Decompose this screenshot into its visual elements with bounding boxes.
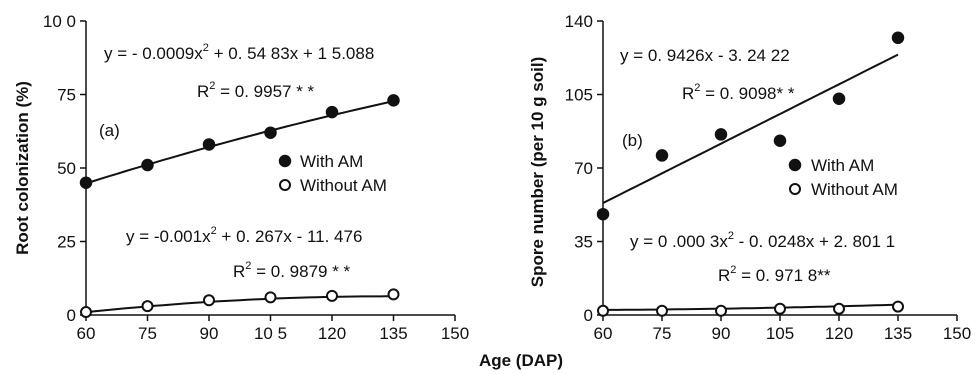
x-tick-label: 90	[712, 324, 731, 343]
data-point-without-am	[326, 289, 338, 302]
panel-b-tick-labels: 60 75 90 105 120 135 150 0 35 70 105 140	[565, 12, 972, 343]
panel-b-legend: With AM Without AM	[788, 156, 898, 199]
data-point-without-am	[774, 302, 786, 315]
data-point-with-am	[655, 149, 669, 162]
legend-with-am-marker	[788, 158, 802, 172]
data-point-with-am	[141, 158, 154, 172]
fit-line-without-am	[602, 303, 899, 311]
x-tick-label: 135	[379, 324, 407, 343]
x-tick-label: 150	[441, 324, 469, 343]
x-tick-label: 75	[653, 324, 672, 343]
legend-with-am-marker	[278, 154, 292, 168]
panel-b-y-axis-label: Spore number (per 10 g soil)	[528, 57, 547, 288]
panel-a-tick-labels: 60 75 90 10 5 120 135 150 0 25 50 75 10 0	[43, 12, 469, 343]
x-tick-label: 120	[318, 324, 346, 343]
panel-a-without-am-equation: y = -0.001x2 + 0. 267x - 11. 476	[126, 225, 362, 246]
y-tick-label: 0	[67, 306, 76, 325]
x-tick-label: 135	[884, 324, 912, 343]
data-point-without-am	[597, 304, 609, 317]
data-point-without-am	[203, 294, 215, 307]
data-point-with-am	[891, 31, 905, 45]
data-point-without-am	[387, 288, 400, 301]
x-tick-label: 90	[200, 324, 219, 343]
data-point-without-am	[264, 291, 277, 304]
panel-a: 60 75 90 10 5 120 135 150 0 25 50 75 10 0 Root colo…	[13, 12, 469, 343]
x-tick-label: 75	[138, 324, 157, 343]
legend-with-am-label: With AM	[300, 152, 363, 171]
panel-b-with-am-equation: y = 0. 9426x - 3. 24 22	[620, 46, 790, 65]
x-tick-label: 120	[825, 324, 853, 343]
legend-with-am-label: With AM	[811, 156, 874, 175]
panel-b-without-am-r2: R2 = 0. 971 8**	[718, 264, 831, 285]
x-tick-label: 10 5	[254, 324, 287, 343]
panel-b-without-am-equation: y = 0 .000 3x2 - 0. 0248x + 2. 801 1	[630, 230, 895, 251]
legend-without-am-marker	[789, 183, 801, 195]
y-tick-label: 70	[574, 159, 593, 178]
data-point-with-am	[202, 138, 216, 151]
x-axis-label: Age (DAP)	[479, 351, 563, 370]
x-tick-label: 60	[77, 324, 96, 343]
data-point-with-am	[387, 94, 400, 107]
y-tick-label: 0	[584, 306, 593, 325]
panel-b-with-am-r2: R2 = 0. 9098* *	[682, 82, 795, 103]
panel-a-ticks	[80, 20, 456, 321]
y-tick-label: 140	[565, 12, 593, 31]
fit-line-without-am	[85, 295, 394, 314]
legend-without-am-label: Without AM	[811, 180, 898, 199]
y-tick-label: 35	[574, 233, 593, 252]
legend-without-am-label: Without AM	[300, 176, 387, 195]
panel-b-points	[596, 31, 905, 317]
y-tick-label: 50	[57, 159, 76, 178]
panel-a-without-am-r2: R2 = 0. 9879 * *	[233, 260, 351, 281]
data-point-with-am	[79, 176, 93, 189]
panel-a-fit-lines	[85, 100, 394, 314]
data-point-with-am	[773, 134, 787, 147]
x-tick-label: 150	[943, 324, 971, 343]
panel-a-y-axis-label: Root colonization (%)	[13, 81, 32, 255]
panel-a-points	[79, 94, 400, 319]
y-tick-label: 10 0	[43, 12, 76, 31]
y-tick-label: 25	[57, 233, 76, 252]
x-tick-label: 105	[766, 324, 794, 343]
data-point-with-am	[264, 126, 277, 139]
data-point-without-am	[833, 302, 845, 315]
data-point-without-am	[656, 304, 668, 317]
fit-line-with-am	[602, 53, 899, 204]
panel-b: 60 75 90 105 120 135 150 0 35 70 105 140 Spore numb…	[528, 12, 971, 343]
fit-line-with-am	[85, 100, 394, 185]
y-tick-label: 105	[565, 86, 593, 105]
data-point-without-am	[80, 306, 92, 319]
legend-without-am-marker	[279, 179, 291, 191]
panel-b-label: (b)	[622, 131, 643, 150]
data-point-without-am	[892, 300, 904, 313]
x-tick-label: 60	[594, 324, 613, 343]
panel-b-fit-lines	[602, 53, 899, 311]
data-point-with-am	[596, 207, 610, 221]
data-point-with-am	[325, 105, 339, 119]
data-point-without-am	[715, 304, 727, 317]
panel-a-label: (a)	[99, 121, 120, 140]
panel-a-legend: With AM Without AM	[278, 152, 387, 195]
panel-a-with-am-equation: y = - 0.0009x2 + 0. 54 83x + 1 5.088	[104, 42, 374, 63]
data-point-with-am	[714, 128, 728, 141]
y-tick-label: 75	[57, 86, 76, 105]
data-point-with-am	[832, 92, 846, 105]
data-point-without-am	[141, 300, 154, 313]
panel-a-with-am-r2: R2 = 0. 9957 * *	[197, 80, 315, 101]
